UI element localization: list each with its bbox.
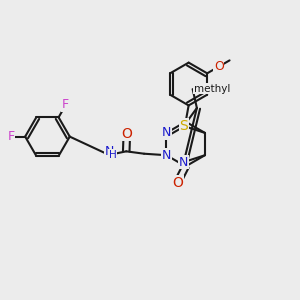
Text: methyl: methyl: [194, 84, 230, 94]
Text: F: F: [62, 98, 69, 112]
Text: N: N: [162, 149, 171, 162]
Text: O: O: [122, 127, 132, 140]
Text: O: O: [214, 60, 224, 73]
Text: N: N: [179, 156, 188, 169]
Text: N: N: [104, 145, 114, 158]
Text: N: N: [162, 126, 171, 140]
Text: S: S: [179, 119, 188, 133]
Text: F: F: [7, 130, 14, 143]
Text: H: H: [109, 150, 116, 160]
Text: O: O: [172, 176, 183, 190]
